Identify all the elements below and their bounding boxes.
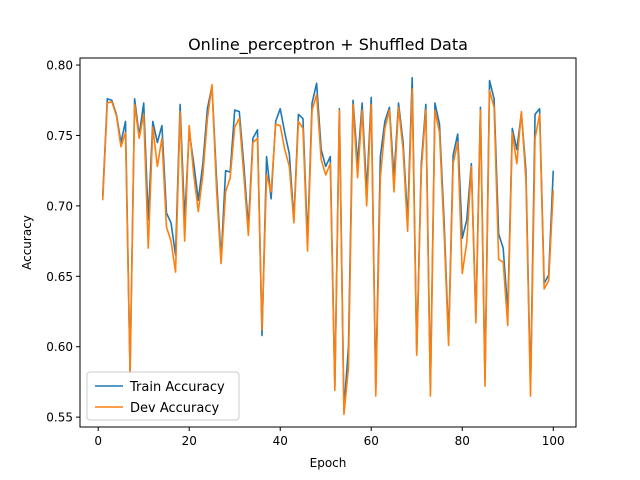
x-tick-label: 100 (542, 434, 565, 448)
x-axis-ticks: 0 20 40 60 80 100 (94, 427, 565, 448)
legend: Train Accuracy Dev Accuracy (86, 371, 240, 421)
plot-frame (79, 57, 577, 428)
x-tick-label: 60 (364, 434, 379, 448)
y-tick-label: 0.75 (46, 129, 73, 143)
legend-label-train: Train Accuracy (129, 380, 225, 395)
y-tick-label: 0.65 (46, 270, 73, 284)
y-tick-label: 0.70 (46, 199, 73, 213)
chart-title: Online_perceptron + Shuffled Data (188, 35, 468, 55)
y-tick-label: 0.60 (46, 340, 73, 354)
x-tick-label: 0 (94, 434, 102, 448)
legend-label-dev: Dev Accuracy (130, 401, 219, 416)
x-tick-label: 40 (273, 434, 288, 448)
x-tick-label: 80 (455, 434, 470, 448)
plot-lines (101, 76, 555, 416)
y-axis-label: Accuracy (20, 215, 34, 270)
series-line-dev (101, 83, 555, 416)
legend-box (86, 371, 240, 421)
y-axis-ticks: 0.55 0.60 0.65 0.70 0.75 0.80 (46, 59, 80, 425)
x-axis-label: Epoch (310, 456, 347, 470)
y-tick-label: 0.80 (46, 59, 73, 73)
y-tick-label: 0.55 (46, 411, 73, 425)
x-tick-label: 20 (182, 434, 197, 448)
